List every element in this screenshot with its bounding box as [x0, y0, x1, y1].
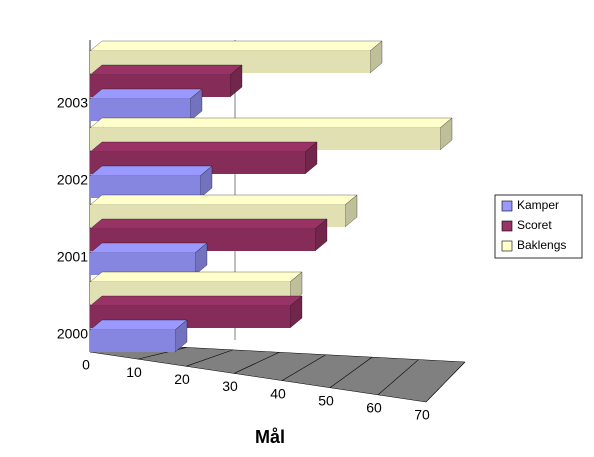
bar [89, 40, 383, 74]
bar-front-shade [90, 253, 195, 275]
bar [89, 165, 213, 199]
x-tick-label: 50 [318, 392, 334, 408]
bar-front-shade [90, 330, 175, 352]
bar-front [90, 253, 195, 275]
bar-front [90, 330, 175, 352]
bar-top [89, 141, 318, 153]
bar-side-shade [190, 89, 202, 121]
bar-side-shade [345, 195, 357, 227]
bar-side-shade [230, 65, 242, 97]
legend-label: Scoret [517, 218, 552, 232]
grid-line [377, 359, 419, 396]
bar-top [89, 194, 358, 206]
bar-front [90, 99, 190, 121]
grid-line [329, 356, 373, 388]
bar-front-shade [90, 99, 190, 121]
bar [89, 117, 453, 151]
legend-label: Kamper [517, 198, 559, 212]
grid-line [425, 361, 466, 403]
legend: Kamper Scoret Baklengs [494, 194, 583, 259]
bar-top [89, 271, 303, 283]
bar-side-shade [315, 219, 327, 251]
bar-top [89, 319, 188, 331]
bar-side-shade [305, 142, 317, 174]
bar-side-shade [175, 320, 187, 352]
x-tick-label: 70 [414, 407, 430, 423]
legend-swatch [501, 200, 513, 212]
grid-line [233, 352, 280, 374]
legend-swatch [501, 240, 513, 252]
legend-label: Baklengs [517, 238, 566, 252]
y-tick-label: 2002 [57, 172, 88, 188]
x-tick-label: 10 [126, 364, 142, 380]
bar-side-shade [195, 243, 207, 275]
x-tick-label: 60 [366, 400, 382, 416]
bar-front-shade [90, 176, 200, 198]
bar-side-shade [440, 118, 452, 150]
bar-top [89, 88, 203, 100]
grid-line [281, 354, 326, 381]
x-tick-label: 30 [222, 378, 238, 394]
x-tick-label: 20 [174, 371, 190, 387]
x-tick-label: 0 [82, 357, 90, 373]
legend-swatch [501, 220, 513, 232]
grid-line [185, 349, 233, 367]
bar-top [89, 242, 208, 254]
bar-top [89, 64, 243, 76]
bar-side-shade [290, 296, 302, 328]
bar [89, 319, 188, 353]
bar-front [90, 176, 200, 198]
y-tick-label: 2003 [57, 95, 88, 111]
bar-top [89, 117, 453, 129]
bar [89, 88, 203, 122]
bar-side-shade [200, 166, 212, 198]
y-tick-label: 2001 [57, 249, 88, 265]
bar-top [89, 40, 383, 52]
x-tick-label: 40 [270, 385, 286, 401]
y-tick-label: 2000 [57, 326, 88, 342]
bar [89, 242, 208, 276]
bar-top [89, 165, 213, 177]
x-axis-label: Mål [255, 427, 285, 447]
bar-top [89, 218, 328, 230]
bar-side-shade [370, 41, 382, 73]
bar-top [89, 295, 303, 307]
